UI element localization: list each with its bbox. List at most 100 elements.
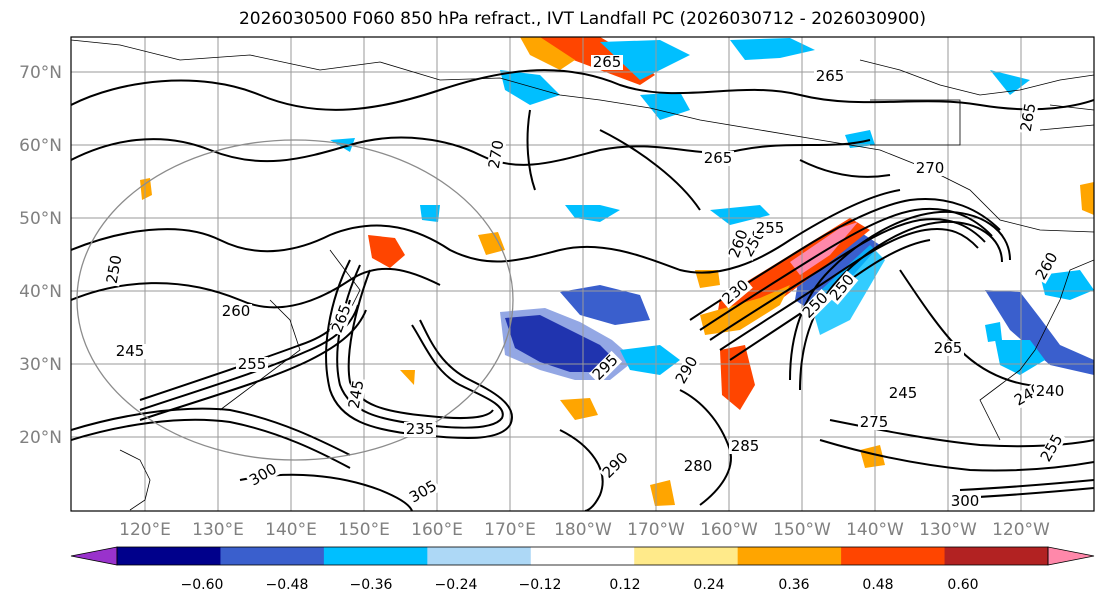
lon-tick-label: 120°E [119, 520, 171, 540]
coastline [979, 259, 1094, 441]
shaded-region [520, 37, 575, 70]
colorbar-segment [530, 547, 635, 565]
colorbar-segment [841, 547, 946, 565]
lat-tick-label: 40°N [19, 282, 62, 302]
svg-text:300: 300 [951, 492, 980, 510]
colorbar-tick-label: −0.48 [266, 577, 309, 593]
contour-label: 265 [702, 149, 734, 167]
reference-circle [76, 139, 514, 461]
coastline [119, 449, 151, 511]
lat-tick-label: 60°N [19, 136, 62, 156]
lon-tick-label: 150°E [338, 520, 390, 540]
contour-line [347, 269, 494, 419]
contour-label: 300 [245, 460, 281, 489]
colorbar-outline [116, 546, 1049, 566]
lon-tick-label: 160°E [411, 520, 463, 540]
svg-text:250: 250 [103, 254, 126, 285]
colorbar-segment [634, 547, 739, 565]
lat-tick-label: 70°N [19, 63, 62, 83]
svg-text:240: 240 [1036, 382, 1065, 400]
contour-label: 255 [754, 219, 786, 237]
colorbar-segment [220, 547, 325, 565]
colorbar-tick-label: 0.12 [609, 577, 640, 593]
colorbar-segment [427, 547, 532, 565]
contour-label: 265 [591, 53, 623, 71]
colorbar-tick-label: −0.24 [435, 577, 478, 593]
svg-text:245: 245 [889, 384, 918, 402]
colorbar-extend-high [1047, 546, 1095, 566]
contour-line [559, 429, 604, 511]
colorbar [70, 546, 1095, 566]
shaded-region [140, 178, 152, 200]
contour-line [799, 159, 891, 178]
lon-tick-label: 130°W [919, 520, 977, 540]
svg-text:260: 260 [222, 302, 251, 320]
contour-label: 265 [814, 67, 846, 85]
colorbar-extend-low [70, 546, 118, 566]
contour-label: 270 [485, 137, 508, 172]
colorbar-tick-label: 0.24 [693, 577, 724, 593]
svg-text:265: 265 [704, 149, 733, 167]
contour-label: 275 [858, 413, 890, 431]
lon-tick-label: 170°W [627, 520, 685, 540]
contour-line [526, 109, 536, 191]
contour-line [71, 267, 441, 309]
contour-label: 305 [405, 477, 441, 506]
colorbar-tick-label: 0.36 [778, 577, 809, 593]
contour-line [336, 264, 504, 429]
lat-tick-label: 30°N [19, 355, 62, 375]
svg-text:265: 265 [934, 339, 963, 357]
svg-text:280: 280 [684, 457, 713, 475]
shaded-region [710, 205, 770, 225]
contour-label: 245 [887, 384, 919, 402]
shaded-region [565, 205, 620, 222]
svg-text:255: 255 [756, 219, 785, 237]
colorbar-tick-labels: −0.60 −0.48 −0.36 −0.24 −0.12 0.12 0.24 … [181, 577, 979, 593]
shaded-region [400, 370, 415, 385]
svg-text:285: 285 [731, 437, 760, 455]
shaded-region [1040, 270, 1094, 300]
shaded-region [500, 70, 560, 105]
svg-text:255: 255 [238, 355, 267, 373]
coastline [71, 39, 1094, 233]
contour-line [325, 259, 513, 439]
colorbar-tick-label: 0.60 [947, 577, 978, 593]
shaded-region [995, 340, 1045, 375]
contour-line [71, 189, 901, 274]
colorbar-tick-label: −0.60 [181, 577, 224, 593]
coastline [1049, 104, 1094, 111]
svg-text:265: 265 [816, 67, 845, 85]
svg-text:275: 275 [860, 413, 889, 431]
coastline [1039, 124, 1094, 131]
coastline [219, 299, 301, 411]
shaded-region [600, 40, 690, 80]
contour-label: 260 [220, 302, 252, 320]
svg-text:270: 270 [916, 159, 945, 177]
shaded-region [700, 285, 790, 335]
shading-layer [140, 37, 1094, 506]
colorbar-tick-label: −0.12 [519, 577, 562, 593]
contour-line [599, 129, 701, 211]
shaded-region [560, 398, 598, 420]
coastline [870, 99, 961, 146]
svg-text:235: 235 [406, 420, 435, 438]
shaded-region [1080, 182, 1094, 215]
svg-text:245: 245 [345, 379, 368, 410]
lon-tick-label: 130°E [192, 520, 244, 540]
lon-tick-label: 180°W [554, 520, 612, 540]
shaded-region [990, 70, 1030, 95]
shaded-region [620, 345, 680, 375]
colorbar-segment [737, 547, 842, 565]
lon-tick-label: 140°W [846, 520, 904, 540]
svg-text:270: 270 [485, 139, 508, 170]
contour-line [71, 69, 1094, 111]
contour-label: 280 [682, 457, 714, 475]
map-frame [70, 36, 1095, 512]
contour-line [819, 439, 1094, 472]
lon-tick-label: 170°E [484, 520, 536, 540]
shaded-region [650, 480, 675, 506]
contour-label: 285 [729, 437, 761, 455]
shaded-region [985, 322, 1002, 342]
lat-tick-label: 20°N [19, 428, 62, 448]
shaded-region [368, 235, 405, 268]
